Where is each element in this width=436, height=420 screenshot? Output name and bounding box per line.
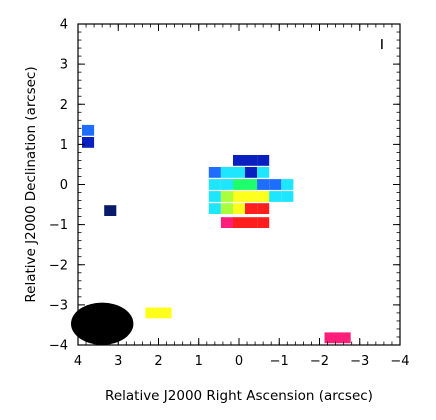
heatmap-pixel — [257, 155, 270, 166]
heatmap-pixel — [208, 191, 221, 202]
heatmap-pixel — [208, 179, 221, 190]
y-tick-label: −3 — [49, 298, 68, 313]
heatmap-pixel — [269, 179, 282, 190]
heatmap-pixel — [233, 191, 246, 202]
x-tick-label: 0 — [235, 354, 243, 369]
x-tick-label: 4 — [74, 354, 82, 369]
y-tick-label: 3 — [60, 58, 68, 73]
heatmap-pixel — [233, 167, 246, 178]
heatmap-pixel — [208, 203, 221, 214]
heatmap-pixel — [257, 167, 270, 178]
heatmap-pixel — [269, 191, 282, 202]
x-tick-label: −2 — [310, 354, 329, 369]
beam-ellipse — [71, 302, 134, 345]
x-axis-ticks: 4 3 2 1 0 −1 −2 −3 −4 — [74, 24, 410, 369]
heatmap-pixel — [220, 179, 233, 190]
y-tick-label: 2 — [60, 98, 68, 113]
x-tick-label: 3 — [114, 354, 122, 369]
heatmap-pixel — [82, 137, 95, 148]
heatmap-pixel — [220, 203, 233, 214]
heatmap-pixel — [82, 124, 95, 136]
heatmap-pixel — [220, 167, 233, 178]
heatmap-pixel — [220, 191, 233, 202]
y-tick-label: 4 — [60, 18, 68, 33]
heatmap-pixel — [281, 179, 294, 190]
heatmap-pixel — [245, 179, 258, 190]
y-tick-label: −4 — [49, 339, 68, 354]
heatmap-pixel — [245, 203, 258, 214]
x-tick-label: 2 — [154, 354, 162, 369]
heatmap-pixel — [233, 155, 246, 166]
x-tick-label: −3 — [350, 354, 369, 369]
heatmap-pixel — [245, 191, 258, 202]
heatmap-pixel — [104, 205, 117, 216]
heatmap-pixel — [220, 217, 233, 228]
heatmap-pixel — [233, 179, 246, 190]
heatmap-pixel — [245, 217, 258, 228]
y-tick-label: 1 — [60, 138, 68, 153]
y-axis-ticks: −4 −3 −2 −1 0 1 2 3 4 — [49, 18, 400, 354]
heatmap-pixel — [145, 307, 172, 319]
y-tick-label: −1 — [49, 218, 68, 233]
x-axis-label: Relative J2000 Right Ascension (arcsec) — [105, 388, 373, 404]
heatmap-pixel — [324, 332, 351, 344]
heatmap-pixel — [257, 217, 270, 228]
y-tick-label: −2 — [49, 258, 68, 273]
heatmap-pixel — [281, 191, 294, 202]
heatmap-pixel — [233, 217, 246, 228]
y-axis-label: Relative J2000 Declination (arcsec) — [23, 66, 39, 302]
x-tick-label: −1 — [270, 354, 289, 369]
heatmap-pixel — [257, 191, 270, 202]
y-tick-label: 0 — [60, 178, 68, 193]
heatmap-pixel — [208, 167, 221, 178]
heatmap-pixel — [257, 179, 270, 190]
x-tick-label: 1 — [195, 354, 203, 369]
heatmap-pixel — [233, 203, 246, 214]
heatmap-pixel — [245, 167, 258, 178]
heatmap-pixel — [257, 203, 270, 214]
heatmap-pixels — [82, 124, 351, 344]
x-tick-label: −4 — [390, 354, 409, 369]
heatmap-pixel — [245, 155, 258, 166]
beam-layer — [71, 39, 383, 345]
